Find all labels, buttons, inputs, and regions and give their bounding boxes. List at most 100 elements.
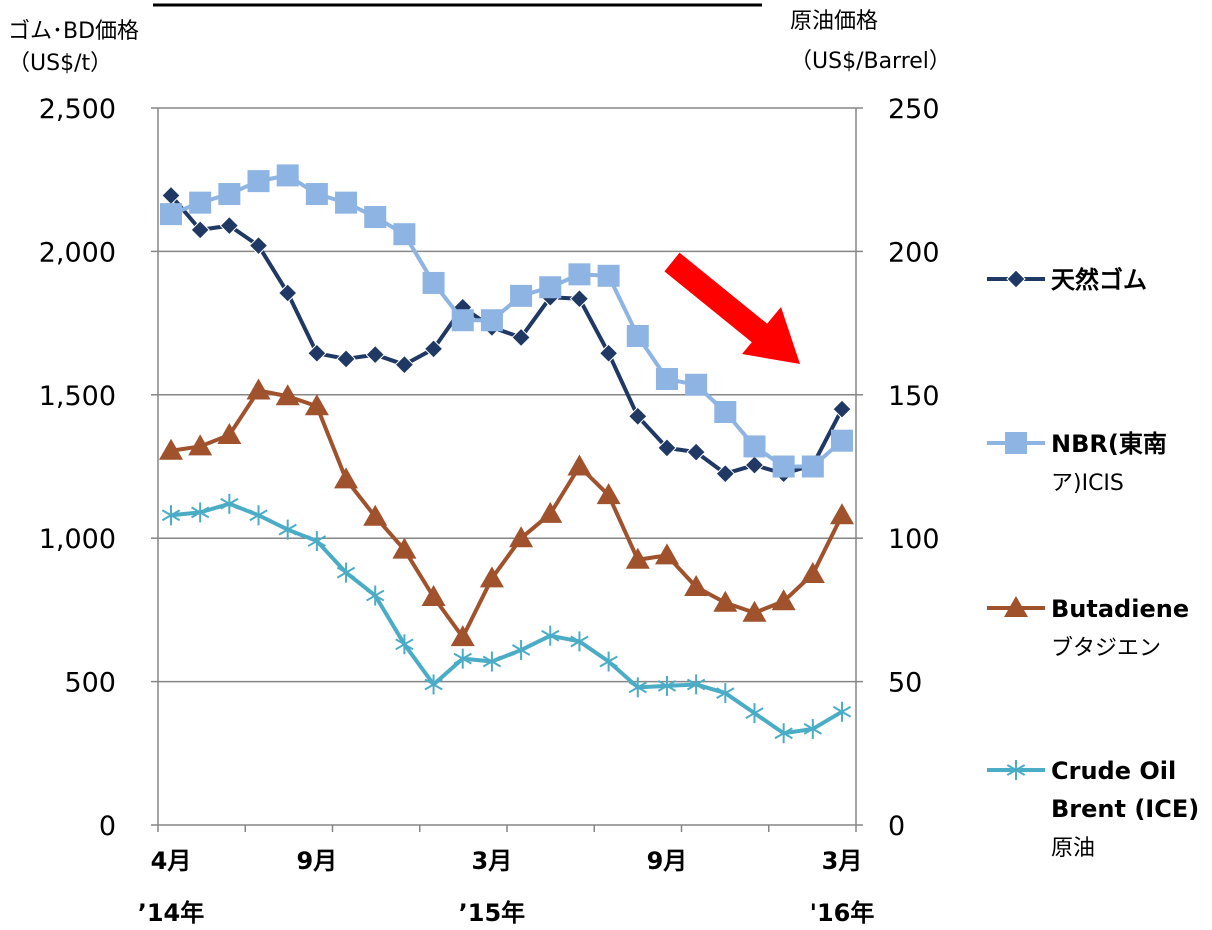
left-tick-labels: 0 500 1,000 1,500 2,000 2,500 bbox=[39, 94, 116, 842]
data-point bbox=[450, 625, 475, 647]
data-point bbox=[451, 309, 474, 332]
red-downward-arrow bbox=[664, 252, 800, 364]
data-point bbox=[509, 526, 534, 548]
series-layer bbox=[159, 164, 854, 744]
data-point bbox=[715, 463, 736, 484]
data-point bbox=[160, 203, 182, 226]
series-4 bbox=[161, 493, 852, 744]
data-point bbox=[276, 164, 299, 187]
series-3 bbox=[159, 378, 854, 647]
data-point bbox=[335, 191, 358, 214]
x-tick-year: ’15年 bbox=[459, 899, 526, 927]
x-tick-year: ’14年 bbox=[138, 899, 205, 927]
data-point bbox=[189, 191, 212, 214]
data-point bbox=[278, 519, 297, 540]
data-point bbox=[771, 589, 796, 611]
legend-label: 原油 bbox=[1051, 836, 1095, 861]
data-point bbox=[655, 368, 678, 391]
data-point bbox=[191, 502, 210, 523]
data-point bbox=[567, 454, 592, 476]
data-point bbox=[307, 531, 327, 552]
left-tick-label: 500 bbox=[64, 668, 116, 699]
data-point bbox=[628, 406, 648, 427]
data-point bbox=[277, 283, 298, 303]
data-point bbox=[304, 394, 329, 416]
data-point bbox=[1004, 596, 1028, 617]
data-point bbox=[479, 566, 504, 588]
data-point bbox=[599, 651, 618, 672]
data-point bbox=[745, 703, 764, 724]
data-point bbox=[247, 170, 270, 193]
legend-item: Butadiene ブタジエン bbox=[987, 595, 1189, 661]
data-point bbox=[774, 723, 793, 744]
data-point bbox=[161, 505, 181, 526]
data-point bbox=[219, 215, 240, 236]
left-tick-label: 1,000 bbox=[39, 524, 116, 555]
right-tick-label: 250 bbox=[888, 94, 940, 125]
data-point bbox=[510, 284, 533, 307]
right-axis-title-line1: 原油価格 bbox=[790, 9, 878, 34]
data-point bbox=[249, 505, 268, 526]
legend-item: Crude Oil Brent (ICE) 原油 bbox=[987, 757, 1199, 861]
data-point bbox=[541, 625, 560, 646]
data-point bbox=[424, 674, 443, 695]
data-point bbox=[628, 677, 647, 698]
x-tick-month: 4月 bbox=[151, 847, 192, 875]
data-point bbox=[596, 483, 621, 505]
data-point bbox=[394, 354, 415, 375]
data-point bbox=[511, 640, 531, 661]
data-point bbox=[654, 543, 679, 565]
data-point bbox=[742, 600, 767, 622]
data-point bbox=[597, 264, 620, 287]
data-point bbox=[686, 442, 706, 462]
data-point bbox=[482, 651, 502, 672]
data-point bbox=[217, 422, 242, 444]
data-point bbox=[803, 718, 822, 739]
axes bbox=[151, 107, 863, 832]
data-point bbox=[569, 289, 590, 309]
x-tick-month: 3月 bbox=[822, 847, 863, 875]
data-point bbox=[625, 547, 650, 569]
data-point bbox=[220, 493, 239, 514]
data-point bbox=[772, 455, 795, 478]
legend-label: 天然ゴム bbox=[1051, 266, 1147, 294]
data-point bbox=[364, 205, 387, 228]
data-point bbox=[336, 349, 356, 369]
data-point bbox=[713, 590, 738, 612]
left-tick-label: 2,000 bbox=[39, 237, 116, 268]
data-point bbox=[392, 537, 417, 559]
right-axis-title-line2: （US$/Barrel） bbox=[790, 49, 951, 74]
data-point bbox=[218, 183, 241, 206]
left-axis-title-line2: （US$/t） bbox=[8, 51, 112, 76]
data-point bbox=[1006, 269, 1026, 289]
data-point bbox=[188, 434, 213, 456]
right-tick-label: 0 bbox=[888, 811, 905, 842]
data-point bbox=[1005, 432, 1027, 454]
data-point bbox=[336, 562, 356, 583]
series-line bbox=[170, 388, 844, 640]
data-point bbox=[800, 562, 825, 584]
legend-label: Brent (ICE) bbox=[1051, 795, 1199, 823]
data-point bbox=[366, 585, 385, 606]
data-point bbox=[686, 674, 706, 695]
left-tick-label: 2,500 bbox=[39, 94, 116, 125]
legend-item: NBR(東南ア)ICIS bbox=[987, 430, 1167, 496]
right-tick-labels: 0 50 100 150 200 250 bbox=[888, 94, 940, 842]
data-point bbox=[1006, 760, 1026, 780]
x-tick-year: '16年 bbox=[810, 899, 875, 927]
data-point bbox=[626, 325, 649, 348]
data-point bbox=[684, 574, 709, 596]
x-tick-labels: 4月 ’14年 9月 3月 ’15年 9月 3月 '16年 bbox=[138, 847, 875, 927]
data-point bbox=[568, 263, 591, 286]
data-point bbox=[657, 438, 677, 458]
x-tick-month: 9月 bbox=[297, 847, 338, 875]
data-point bbox=[538, 501, 563, 523]
legend-label: ア)ICIS bbox=[1051, 471, 1124, 496]
right-tick-label: 200 bbox=[888, 237, 940, 268]
data-point bbox=[570, 631, 589, 652]
data-point bbox=[275, 384, 300, 406]
data-point bbox=[831, 429, 853, 452]
data-point bbox=[453, 648, 472, 669]
legend: 天然ゴム NBR(東南ア)ICIS Butadiene ブタジエン Crude Oil B… bbox=[987, 266, 1199, 861]
left-tick-label: 1,500 bbox=[39, 381, 116, 412]
